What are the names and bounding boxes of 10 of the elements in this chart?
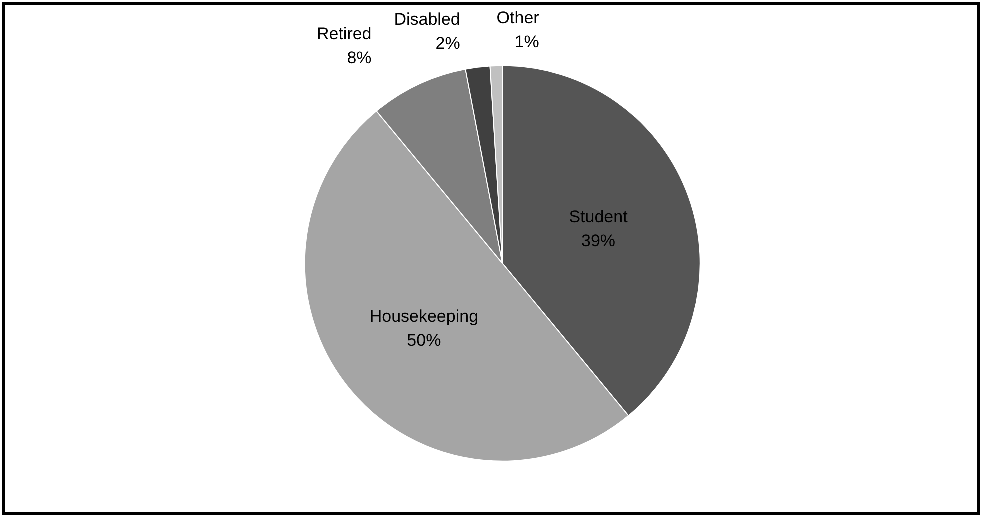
slice-label: Retired	[316, 24, 372, 44]
slice-label: Housekeeping	[370, 307, 479, 326]
data-label: 8%	[347, 48, 372, 68]
data-label: 2%	[436, 34, 460, 53]
data-label: 50%	[407, 331, 442, 350]
slice-label: Student	[569, 208, 628, 227]
slice-label: Disabled	[394, 10, 460, 29]
data-label: 39%	[581, 232, 616, 251]
slice-label: Other	[496, 8, 540, 28]
data-label: 1%	[514, 32, 540, 52]
